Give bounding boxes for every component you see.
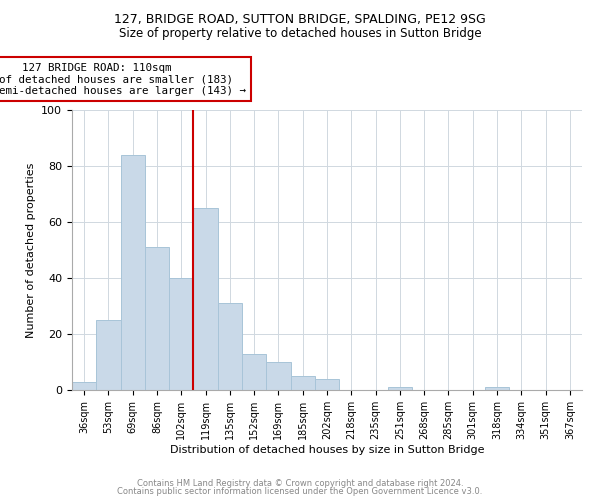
Bar [96, 320, 121, 390]
Bar [72, 382, 96, 390]
Text: Contains public sector information licensed under the Open Government Licence v3: Contains public sector information licen… [118, 487, 482, 496]
Y-axis label: Number of detached properties: Number of detached properties [26, 162, 36, 338]
Text: 127, BRIDGE ROAD, SUTTON BRIDGE, SPALDING, PE12 9SG: 127, BRIDGE ROAD, SUTTON BRIDGE, SPALDIN… [114, 12, 486, 26]
Text: Size of property relative to detached houses in Sutton Bridge: Size of property relative to detached ho… [119, 28, 481, 40]
Bar [242, 354, 266, 390]
Text: Contains HM Land Registry data © Crown copyright and database right 2024.: Contains HM Land Registry data © Crown c… [137, 478, 463, 488]
Bar [218, 303, 242, 390]
Bar [388, 387, 412, 390]
Bar [193, 208, 218, 390]
X-axis label: Distribution of detached houses by size in Sutton Bridge: Distribution of detached houses by size … [170, 444, 484, 454]
Bar [121, 155, 145, 390]
Bar [485, 387, 509, 390]
Bar [266, 362, 290, 390]
Bar [315, 379, 339, 390]
Bar [145, 247, 169, 390]
Text: 127 BRIDGE ROAD: 110sqm
← 55% of detached houses are smaller (183)
43% of semi-d: 127 BRIDGE ROAD: 110sqm ← 55% of detache… [0, 63, 246, 96]
Bar [169, 278, 193, 390]
Bar [290, 376, 315, 390]
